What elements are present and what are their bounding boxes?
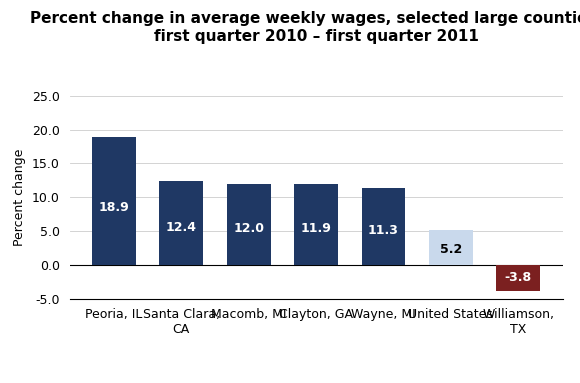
Text: -3.8: -3.8: [505, 271, 532, 284]
Y-axis label: Percent change: Percent change: [13, 149, 27, 246]
Text: 12.4: 12.4: [166, 221, 197, 234]
Bar: [429, 230, 473, 265]
Text: 5.2: 5.2: [440, 242, 462, 255]
Bar: [361, 188, 405, 265]
Bar: [227, 184, 271, 265]
Bar: [92, 137, 136, 265]
Text: 11.3: 11.3: [368, 224, 399, 237]
Text: 12.0: 12.0: [233, 222, 264, 235]
Bar: [160, 181, 203, 265]
Text: 11.9: 11.9: [300, 222, 332, 235]
Bar: [294, 184, 338, 265]
Text: Percent change in average weekly wages, selected large counties,
first quarter 2: Percent change in average weekly wages, …: [30, 11, 580, 44]
Bar: [496, 265, 540, 291]
Text: 18.9: 18.9: [99, 201, 129, 214]
